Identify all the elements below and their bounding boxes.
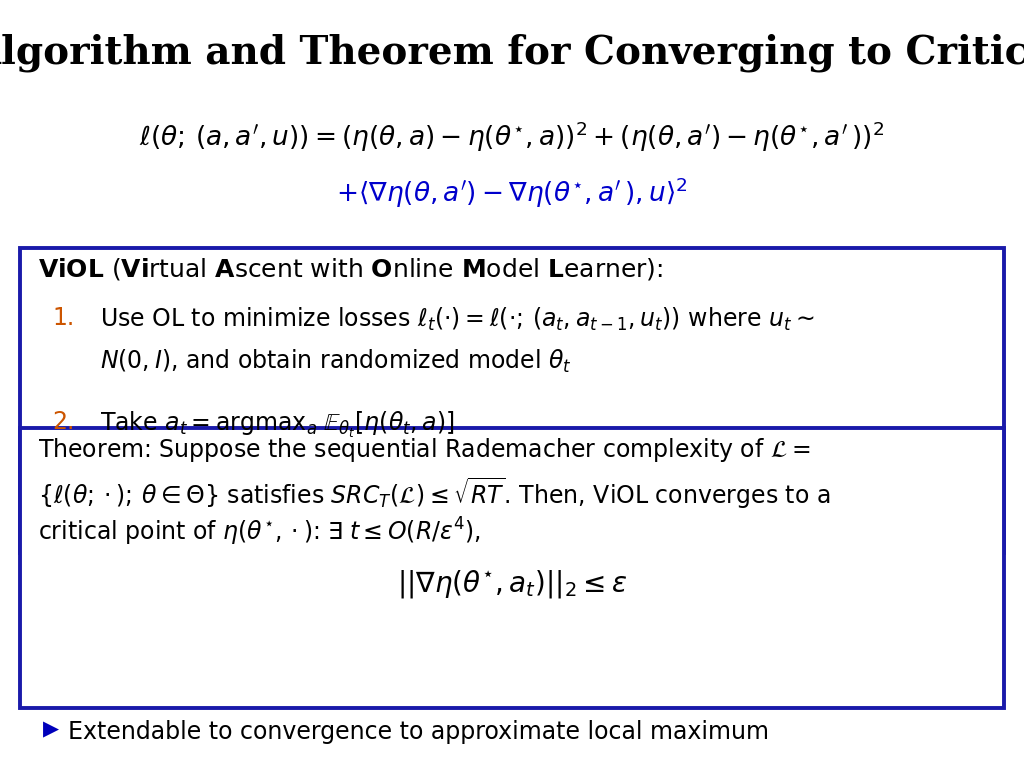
Text: $\ell(\theta;\,(a,a',u)) = \left(\eta(\theta,a) - \eta(\theta^{\star},a)\right)^: $\ell(\theta;\,(a,a',u)) = \left(\eta(\t… (139, 120, 885, 154)
FancyBboxPatch shape (20, 428, 1004, 708)
Text: critical point of $\eta(\theta^{\star},\cdot)$: $\exists\;t \leq O(R/\epsilon^4): critical point of $\eta(\theta^{\star},\… (38, 516, 481, 548)
Text: Formal Algorithm and Theorem for Converging to Critical Points: Formal Algorithm and Theorem for Converg… (0, 33, 1024, 71)
Text: Use OL to minimize losses $\ell_t(\cdot) = \ell(\cdot;\,(a_t,a_{t-1},u_t))$ wher: Use OL to minimize losses $\ell_t(\cdot)… (100, 306, 814, 333)
Text: Extendable to convergence to approximate local maximum: Extendable to convergence to approximate… (68, 720, 769, 744)
FancyBboxPatch shape (20, 248, 1004, 553)
Text: 1.: 1. (52, 306, 75, 330)
Text: $\bf{ViOL}$ ($\bf{Vi}$rtual $\bf{A}$scent with $\bf{O}$nline $\bf{M}$odel $\bf{L: $\bf{ViOL}$ ($\bf{Vi}$rtual $\bf{A}$scen… (38, 256, 664, 282)
Text: $N(0,I)$, and obtain randomized model $\theta_t$: $N(0,I)$, and obtain randomized model $\… (100, 348, 571, 376)
Text: $||\nabla\eta(\theta^{\star},a_t)||_2 \leq \epsilon$: $||\nabla\eta(\theta^{\star},a_t)||_2 \l… (396, 568, 628, 600)
Text: $+\langle\nabla\eta(\theta,a') - \nabla\eta(\theta^{\star},a'\,),u\rangle^2$: $+\langle\nabla\eta(\theta,a') - \nabla\… (336, 176, 688, 210)
Text: $\{\ell(\theta;\cdot);\,\theta \in \Theta\}$ satisfies $SRC_T(\mathcal{L}) \leq : $\{\ell(\theta;\cdot);\,\theta \in \Thet… (38, 476, 830, 511)
Text: Take $a_t = \mathrm{argmax}_a\;\mathbb{E}_{\theta_t}[\eta(\theta_t,a)]$: Take $a_t = \mathrm{argmax}_a\;\mathbb{E… (100, 410, 455, 440)
Text: $\blacktriangleright$: $\blacktriangleright$ (38, 720, 60, 740)
Text: 2.: 2. (52, 410, 75, 434)
Text: Theorem: Suppose the sequential Rademacher complexity of $\mathcal{L} =$: Theorem: Suppose the sequential Rademach… (38, 436, 810, 464)
